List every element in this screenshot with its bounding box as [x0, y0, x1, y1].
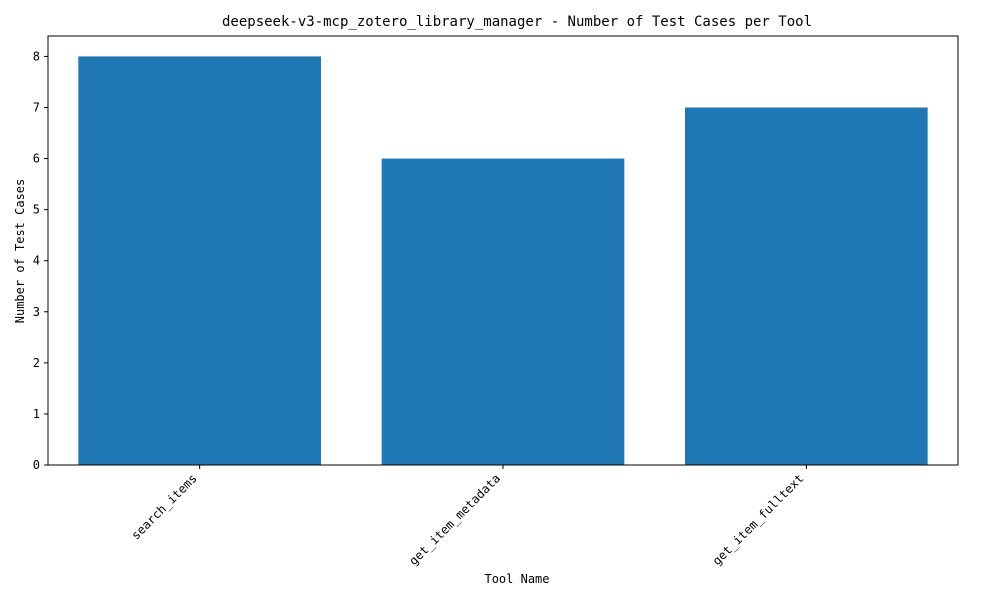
bars-layer: [78, 56, 928, 466]
y-tick-label: 4: [33, 254, 40, 268]
chart-title: deepseek-v3-mcp_zotero_library_manager -…: [222, 14, 812, 30]
y-tick-label: 5: [33, 203, 40, 217]
y-tick-label: 6: [33, 152, 40, 166]
bar-get-item-fulltext: [685, 107, 928, 465]
y-axis-label: Number of Test Cases: [13, 179, 27, 324]
x-tick-label-get-item-fulltext: get_item_fulltext: [710, 471, 807, 568]
x-axis-ticks: search_items get_item_metadata get_item_fu…: [129, 465, 807, 568]
y-tick-label: 8: [33, 49, 40, 63]
plot-frame: [47, 35, 959, 466]
x-tick-label-search-items: search_items: [129, 471, 200, 542]
y-tick-label: 7: [33, 101, 40, 115]
y-tick-label: 0: [33, 458, 40, 472]
y-tick-label: 3: [33, 305, 40, 319]
x-axis-label: Tool Name: [484, 572, 549, 586]
y-tick-label: 2: [33, 356, 40, 370]
bar-search-items: [78, 56, 321, 466]
x-tick-label-get-item-metadata: get_item_metadata: [406, 471, 503, 568]
y-tick-label: 1: [33, 407, 40, 421]
y-axis-ticks: 0 1 2 3 4 5 6 7 8: [33, 49, 48, 472]
bar-get-item-metadata: [381, 158, 625, 466]
